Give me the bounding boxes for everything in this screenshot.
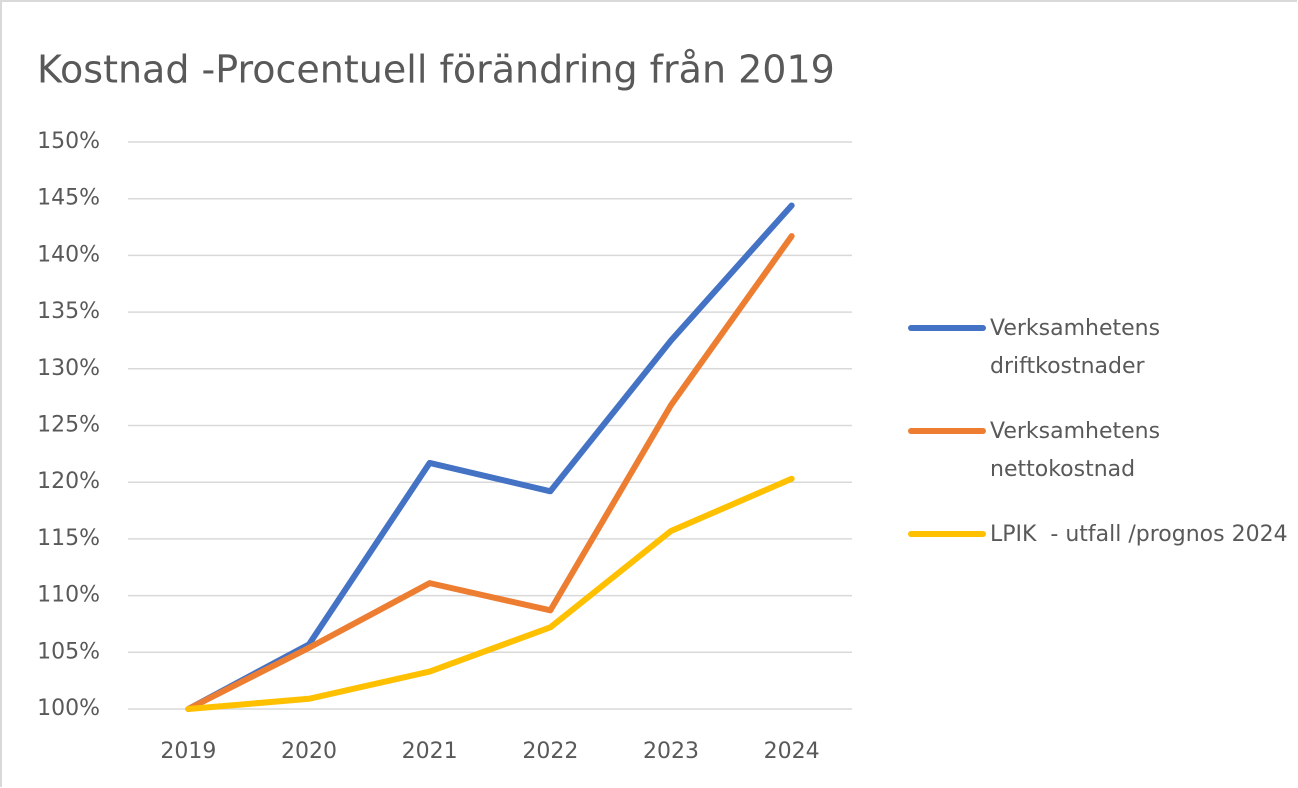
x-tick-label: 2024 [764,739,820,764]
x-tick-label: 2022 [522,739,578,764]
legend-entry: LPIK - utfall /prognos 2024 [908,516,1288,619]
y-tick-label: 125% [37,413,100,438]
y-tick-label: 145% [37,186,100,211]
y-tick-label: 115% [37,526,100,551]
y-tick-label: 110% [37,583,100,608]
series-line [185,233,795,712]
x-tick-label: 2023 [643,739,699,764]
legend-entry: Verksamhetens nettokostnad [908,413,1288,516]
x-tick-label: 2021 [402,739,458,764]
y-tick-label: 100% [37,696,100,721]
legend-swatch [908,531,986,537]
y-tick-label: 150% [37,129,100,154]
y-tick-label: 105% [37,639,100,664]
legend-label: Verksamhetens driftkostnader [990,316,1168,379]
legend-entry: Verksamhetens driftkostnader [908,310,1288,413]
y-tick-label: 140% [37,242,100,267]
y-tick-label: 130% [37,356,100,381]
legend-swatch [908,325,986,331]
legend: Verksamhetens driftkostnader Verksamheten… [908,310,1288,619]
y-tick-label: 120% [37,469,100,494]
chart-title: Kostnad -Procentuell förändring från 201… [37,48,835,92]
legend-label: Verksamhetens nettokostnad [990,419,1168,482]
series-line [185,202,795,712]
y-tick-label: 135% [37,299,100,324]
x-tick-label: 2019 [160,739,216,764]
legend-label: LPIK - utfall /prognos 2024 [990,522,1288,547]
legend-swatch [908,428,986,434]
series-line [185,475,795,712]
x-tick-label: 2020 [281,739,337,764]
